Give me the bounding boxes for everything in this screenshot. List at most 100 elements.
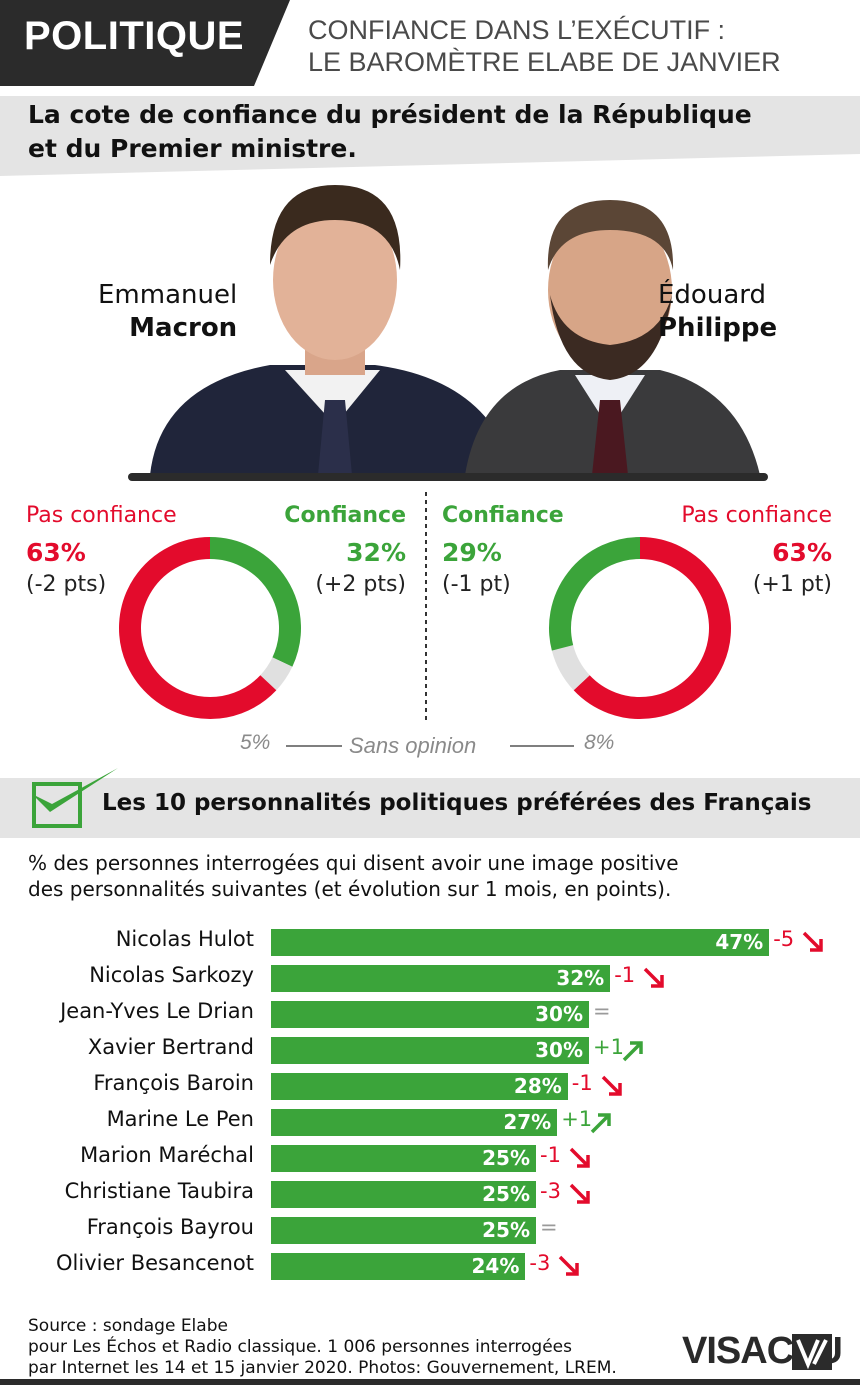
philippe-first-name: Édouard (658, 280, 766, 310)
philippe-donut-chart (549, 537, 731, 719)
portraits-illustration (128, 185, 768, 481)
page-title-line1: CONFIANCE DANS L’EXÉCUTIF : (308, 15, 726, 45)
bottom-bar (0, 1379, 860, 1385)
philippe-pas-confiance-label: Pas confiance (681, 503, 832, 528)
bar-label: Xavier Bertrand (87, 1035, 254, 1059)
arrow-down-icon (569, 1183, 590, 1204)
bar: 25% (271, 1181, 536, 1208)
section1-title-line1: La cote de confiance du président de la … (28, 100, 752, 129)
bar-label: François Baroin (93, 1071, 254, 1095)
section2-title: Les 10 personnalités politiques préférée… (102, 790, 812, 816)
philippe-portrait (465, 200, 760, 475)
change-label: -3 (529, 1251, 551, 1275)
bar: 32% (271, 965, 611, 992)
bar: 25% (271, 1217, 536, 1244)
bar-label: Christiane Taubira (64, 1179, 254, 1203)
arrow-down-icon (601, 1075, 622, 1096)
sans-opinion-label: Sans opinion (349, 733, 477, 758)
change-label: -1 (540, 1143, 561, 1167)
macron-name: Emmanuel Macron (98, 279, 237, 345)
section1-band (0, 96, 860, 176)
arrow-down-icon (643, 967, 664, 988)
arrow-up-icon (622, 1041, 643, 1062)
bar-label: Nicolas Sarkozy (89, 963, 254, 987)
page-title-line2: LE BAROMÈTRE ELABE DE JANVIER (308, 47, 781, 77)
macron-confiance-change: (+2 pts) (315, 572, 406, 597)
macron-last-name: Macron (129, 313, 238, 343)
philippe-last-name: Philippe (658, 313, 778, 343)
macron-portrait (150, 185, 515, 475)
section2-description: % des personnes interrogées qui disent a… (28, 850, 848, 902)
change-label: +1 (561, 1107, 593, 1131)
bar-value-label: 32% (556, 966, 605, 990)
bar-value-label: 25% (482, 1182, 530, 1206)
philippe-confiance-label: Confiance (442, 503, 564, 528)
philippe-sans-opinion-value: 8% (584, 731, 615, 754)
bar: 30% (271, 1037, 589, 1064)
macron-slice-pas-confiance (119, 537, 277, 719)
philippe-pas-confiance-change: (+1 pt) (752, 572, 832, 597)
bar-value-label: 24% (471, 1254, 520, 1278)
macron-donut-chart (119, 537, 301, 719)
arrow-up-icon (590, 1113, 611, 1134)
bar-value-label: 30% (535, 1002, 583, 1026)
bar-label: François Bayrou (86, 1215, 254, 1239)
bar-label: Jean-Yves Le Drian (60, 999, 254, 1023)
philippe-name: Édouard Philippe (658, 279, 777, 345)
macron-pas-confiance-change: (-2 pts) (26, 572, 107, 597)
change-label: -5 (773, 927, 795, 951)
bar-value-label: 25% (482, 1218, 530, 1242)
philippe-slice-confiance (549, 537, 641, 651)
page-title: CONFIANCE DANS L’EXÉCUTIF : LE BAROMÈTRE… (308, 14, 781, 78)
source-line2: pour Les Échos et Radio classique. 1 006… (28, 1337, 572, 1357)
philippe-slice-pas-confiance (573, 537, 731, 719)
macron-slice-sans-opinion (260, 657, 293, 691)
section1-title-line2: et du Premier ministre. (28, 134, 357, 163)
arrow-down-icon (569, 1147, 590, 1168)
bar: 27% (271, 1109, 558, 1136)
bar-label: Marion Maréchal (80, 1143, 254, 1167)
description-line1: % des personnes interrogées qui disent a… (28, 851, 679, 875)
bar: 24% (271, 1253, 526, 1280)
sans-opinion-line-right (510, 745, 574, 747)
checkmark-icon (32, 768, 118, 828)
bar-label: Marine Le Pen (106, 1107, 254, 1131)
bar-label: Olivier Besancenot (56, 1251, 254, 1275)
bar-value-label: 47% (715, 930, 764, 954)
arrow-down-icon (802, 931, 823, 952)
macron-first-name: Emmanuel (98, 280, 238, 310)
bar-value-label: 30% (535, 1038, 583, 1062)
philippe-confiance-change: (-1 pt) (442, 572, 511, 597)
philippe-confiance-value: 29% (442, 538, 502, 567)
change-label: = (540, 1215, 558, 1239)
philippe-slice-sans-opinion (551, 644, 590, 691)
section-tag (0, 0, 290, 86)
change-label: -1 (571, 1071, 593, 1095)
change-label: +1 (593, 1035, 624, 1059)
change-label: -3 (540, 1179, 561, 1203)
source-line1: Source : sondage Elabe (28, 1316, 228, 1336)
macron-confiance-label: Confiance (284, 503, 406, 528)
bar: 30% (271, 1001, 589, 1028)
sans-opinion-line-left (286, 745, 342, 747)
change-label: -1 (614, 963, 636, 987)
section1-title: La cote de confiance du président de la … (28, 98, 788, 166)
macron-pas-confiance-value: 63% (26, 538, 86, 567)
macron-sans-opinion-value: 5% (240, 731, 271, 754)
source-note: Source : sondage Elabe pour Les Échos et… (28, 1316, 617, 1379)
bar: 28% (271, 1073, 568, 1100)
bar-value-label: 25% (482, 1146, 530, 1170)
logo-mark-icon (792, 1334, 832, 1370)
philippe-pas-confiance-value: 63% (772, 538, 832, 567)
bar: 25% (271, 1145, 536, 1172)
bar-label: Nicolas Hulot (115, 927, 254, 951)
section-tag-label: POLITIQUE (24, 14, 245, 58)
arrow-down-icon (559, 1255, 580, 1276)
bar-value-label: 28% (513, 1074, 562, 1098)
macron-slice-confiance (209, 537, 301, 667)
description-line2: des personnalités suivantes (et évolutio… (28, 877, 672, 901)
bar: 47% (271, 929, 770, 956)
source-line3: par Internet les 14 et 15 janvier 2020. … (28, 1358, 617, 1378)
macron-confiance-value: 32% (346, 538, 406, 567)
vertical-divider (425, 492, 427, 722)
